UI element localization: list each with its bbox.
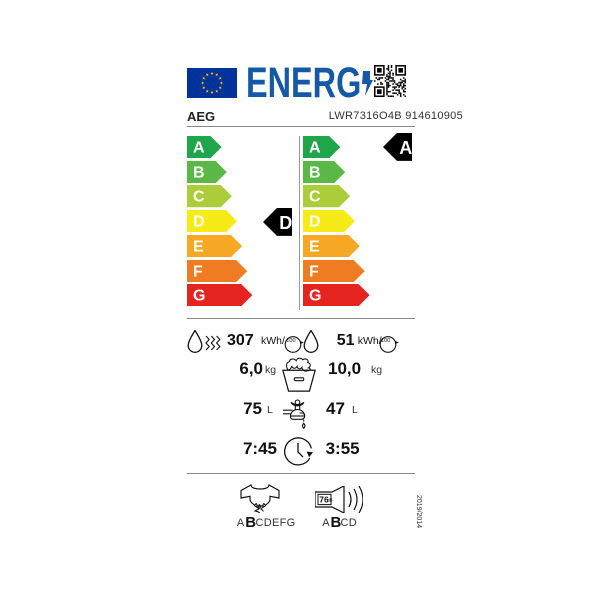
svg-text:D: D (279, 213, 292, 233)
svg-text:F: F (193, 263, 203, 280)
svg-text:C: C (193, 189, 205, 206)
svg-text:A: A (399, 138, 412, 158)
svg-text:E: E (193, 238, 204, 255)
svg-text:C: C (309, 189, 321, 206)
svg-text:A: A (309, 140, 321, 157)
svg-text:E: E (309, 238, 320, 255)
svg-text:G: G (309, 288, 321, 305)
svg-text:D: D (309, 214, 321, 231)
svg-text:dB: dB (327, 498, 332, 503)
svg-text:A: A (193, 140, 205, 157)
svg-text:B: B (309, 164, 321, 181)
svg-text:D: D (193, 214, 205, 231)
svg-text:G: G (193, 288, 205, 305)
svg-text:B: B (193, 164, 205, 181)
svg-text:F: F (309, 263, 319, 280)
